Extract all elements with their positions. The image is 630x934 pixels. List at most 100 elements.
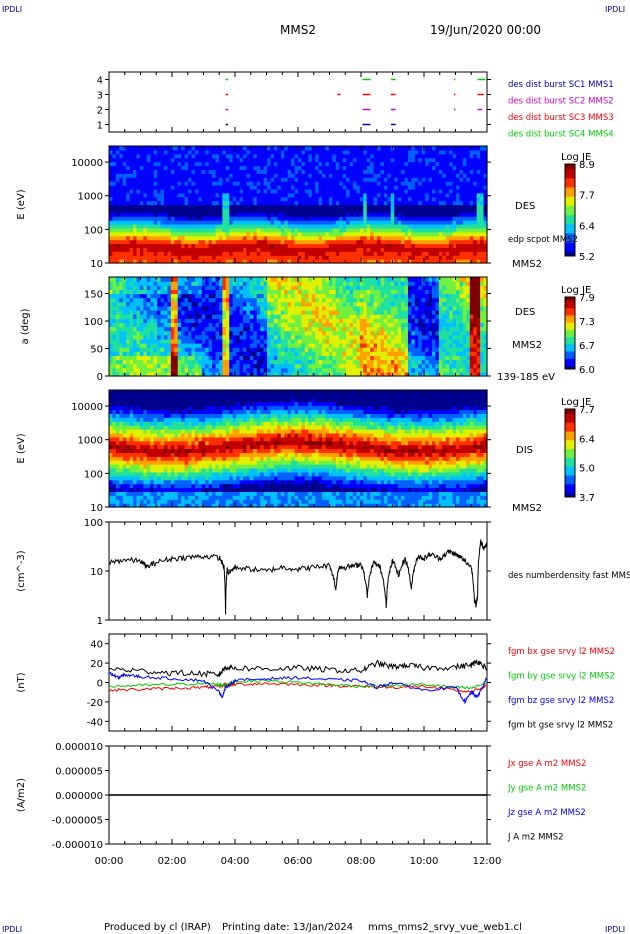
heatmap-cell xyxy=(236,293,241,299)
heatmap-cell xyxy=(291,355,296,361)
heatmap-cell xyxy=(249,367,254,373)
heatmap-cell xyxy=(418,165,423,170)
heatmap-cell xyxy=(160,243,165,248)
heatmap-cell xyxy=(146,259,151,264)
heatmap-cell xyxy=(256,220,261,225)
heatmap-cell xyxy=(377,243,382,248)
heatmap-cell xyxy=(304,169,309,174)
heatmap-cell xyxy=(181,334,186,340)
heatmap-cell xyxy=(432,153,437,159)
heatmap-cell xyxy=(291,149,296,155)
heatmap-cell xyxy=(129,200,134,206)
colorbar-cell xyxy=(565,177,575,181)
heatmap-cell xyxy=(438,165,443,170)
heatmap-cell xyxy=(191,305,196,311)
heatmap-cell xyxy=(352,165,358,170)
heatmap-cell xyxy=(212,220,217,225)
heatmap-cell xyxy=(150,188,155,194)
heatmap-cell xyxy=(260,289,265,295)
heatmap-cell xyxy=(246,314,251,319)
heatmap-cell xyxy=(401,181,406,186)
heatmap-cell xyxy=(432,200,437,206)
heatmap-cell xyxy=(194,196,199,202)
heatmap-cell xyxy=(473,169,478,174)
heatmap-cell xyxy=(380,173,385,178)
heatmap-cell xyxy=(284,173,289,178)
heatmap-cell xyxy=(335,146,340,151)
heatmap-cell xyxy=(394,251,399,256)
heatmap-cell xyxy=(359,243,364,248)
heatmap-cell xyxy=(163,146,169,151)
heatmap-cell xyxy=(253,343,258,348)
heatmap-cell xyxy=(146,338,151,344)
heatmap-cell xyxy=(480,259,485,264)
heatmap-cell xyxy=(126,297,131,303)
heatmap-cell xyxy=(407,247,412,252)
heatmap-cell xyxy=(308,169,313,174)
heatmap-cell xyxy=(315,301,320,307)
heatmap-cell xyxy=(401,247,406,252)
heatmap-cell xyxy=(352,169,358,174)
heatmap-cell xyxy=(273,231,278,237)
heatmap-cell xyxy=(218,227,223,233)
heatmap-cell xyxy=(150,310,155,315)
heatmap-cell xyxy=(366,216,371,221)
heatmap-cell xyxy=(129,196,134,202)
heatmap-cell xyxy=(243,169,248,174)
heatmap-cell xyxy=(249,247,254,252)
heatmap-cell xyxy=(119,314,124,319)
heatmap-cell xyxy=(133,161,138,167)
heatmap-cell xyxy=(188,177,193,182)
heatmap-cell xyxy=(480,224,485,229)
heatmap-cell xyxy=(239,247,244,252)
heatmap-cell xyxy=(298,251,303,256)
heatmap-cell xyxy=(339,146,344,151)
heatmap-cell xyxy=(212,371,217,377)
heatmap-cell xyxy=(452,251,457,256)
heatmap-cell xyxy=(243,367,248,373)
heatmap-cell xyxy=(335,169,340,174)
heatmap-cell xyxy=(335,259,340,264)
heatmap-cell xyxy=(287,146,292,151)
heatmap-cell xyxy=(456,185,461,190)
heatmap-cell xyxy=(167,200,172,206)
heatmap-cell xyxy=(212,293,217,299)
heatmap-cell xyxy=(352,259,358,264)
heatmap-cell xyxy=(177,289,182,295)
heatmap-cell xyxy=(287,277,292,282)
heatmap-cell xyxy=(277,363,282,369)
heatmap-cell xyxy=(466,212,471,217)
heatmap-cell xyxy=(146,347,151,352)
heatmap-cell xyxy=(476,185,481,190)
heatmap-cell xyxy=(308,355,313,361)
heatmap-cell xyxy=(366,235,371,241)
heatmap-cell xyxy=(359,185,364,190)
heatmap-cell xyxy=(456,188,461,194)
heatmap-cell xyxy=(198,285,203,290)
heatmap-cell xyxy=(370,146,375,151)
heatmap-cell xyxy=(270,293,275,299)
heatmap-cell xyxy=(280,334,285,340)
heatmap-cell xyxy=(294,157,299,163)
heatmap-cell xyxy=(304,192,309,198)
heatmap-cell xyxy=(150,212,155,217)
heatmap-cell xyxy=(260,243,265,248)
heatmap-cell xyxy=(342,173,347,178)
heatmap-cell xyxy=(122,157,127,163)
heatmap-cell xyxy=(253,208,258,213)
heatmap-cell xyxy=(483,157,488,163)
heatmap-cell xyxy=(287,367,292,373)
heatmap-cell xyxy=(332,208,337,213)
heatmap-cell xyxy=(122,322,127,328)
heatmap-cell xyxy=(112,224,117,229)
heatmap-cell xyxy=(256,181,261,186)
colorbar-cell xyxy=(565,221,575,225)
heatmap-cell xyxy=(188,355,193,361)
heatmap-cell xyxy=(174,289,179,295)
heatmap-cell xyxy=(291,188,296,194)
heatmap-cell xyxy=(218,355,223,361)
heatmap-cell xyxy=(356,200,361,206)
heatmap-cell xyxy=(191,212,196,217)
heatmap-cell xyxy=(315,220,320,225)
heatmap-cell xyxy=(174,281,179,286)
